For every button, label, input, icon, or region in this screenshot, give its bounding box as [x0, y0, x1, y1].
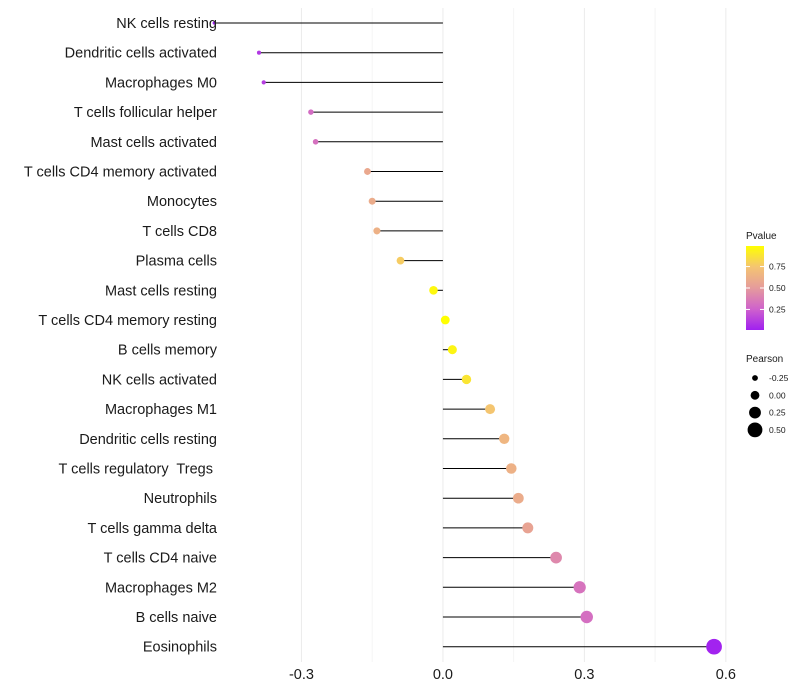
data-point — [368, 197, 376, 205]
data-point — [513, 492, 524, 504]
data-point — [550, 551, 562, 564]
data-point — [447, 345, 457, 355]
data-point — [308, 109, 314, 115]
pvalue-legend-title: Pvalue — [746, 231, 777, 242]
pvalue-legend-ticks: 0.75 0.50 0.25 — [746, 262, 786, 314]
x-tick-label: 0.6 — [716, 667, 736, 683]
y-axis-label: NK cells resting — [116, 16, 217, 32]
y-axis-label: Monocytes — [147, 194, 217, 210]
y-axis-label: T cells gamma delta — [88, 521, 218, 537]
y-axis-label: Plasma cells — [136, 254, 217, 270]
colorbar-tick-label: 0.75 — [769, 262, 786, 272]
y-axis-label: B cells naive — [136, 610, 217, 626]
y-axis-label: B cells memory — [118, 343, 218, 359]
data-point — [440, 315, 450, 325]
data-point — [522, 522, 534, 534]
data-point — [580, 610, 593, 624]
y-axis-label: T cells CD4 memory resting — [38, 313, 217, 329]
x-axis-ticks: -0.3 0.0 0.3 0.6 — [289, 667, 736, 683]
data-point — [396, 256, 405, 265]
pearson-legend-title: Pearson — [746, 354, 783, 365]
data-point — [312, 139, 319, 145]
size-legend-key — [750, 390, 760, 400]
y-axis-label: Eosinophils — [143, 640, 217, 656]
y-axis-label: T cells CD4 memory activated — [24, 165, 217, 181]
y-axis-label: Dendritic cells resting — [79, 432, 217, 448]
data-point — [485, 404, 496, 415]
pearson-legend: Pearson -0.25 0.00 0.25 0.50 — [746, 354, 789, 438]
x-tick-label: 0.3 — [574, 667, 594, 683]
data-point — [461, 374, 472, 385]
data-point — [261, 80, 266, 85]
x-tick-label: 0.0 — [433, 667, 453, 683]
data-point — [256, 50, 262, 55]
y-axis-label: T cells CD4 naive — [104, 551, 217, 567]
y-axis-label: Neutrophils — [144, 491, 217, 507]
lollipop-stems — [214, 22, 715, 648]
y-axis-label: NK cells activated — [102, 372, 217, 388]
data-point — [499, 433, 510, 444]
size-legend-label: -0.25 — [769, 373, 789, 383]
y-axis-label: T cells CD8 — [142, 224, 217, 240]
grid-lines — [300, 8, 727, 662]
data-point — [506, 463, 517, 474]
y-axis-label: Macrophages M0 — [105, 75, 217, 91]
size-legend-label: 0.50 — [769, 425, 786, 435]
data-point — [373, 227, 381, 235]
y-axis-label: Mast cells activated — [90, 135, 217, 151]
data-point — [706, 638, 722, 655]
colorbar-tick-label: 0.50 — [769, 283, 786, 293]
pearson-legend-entries: -0.25 0.00 0.25 0.50 — [747, 373, 789, 438]
y-axis-label: Dendritic cells activated — [65, 46, 217, 62]
pvalue-legend: Pvalue 0.75 0.50 0.25 — [746, 231, 786, 330]
lollipop-points — [212, 21, 722, 655]
y-axis-label: Macrophages M2 — [105, 580, 217, 596]
x-tick-label: -0.3 — [289, 667, 314, 683]
data-point — [212, 21, 216, 25]
y-axis-label: T cells follicular helper — [74, 105, 217, 121]
pvalue-colorbar — [746, 246, 764, 330]
colorbar-tick-label: 0.25 — [769, 304, 786, 314]
y-axis-labels: NK cells resting Dendritic cells activate… — [24, 16, 218, 656]
size-legend-key — [749, 406, 761, 419]
data-point — [573, 581, 586, 594]
data-point — [364, 168, 371, 175]
size-legend-key — [752, 375, 758, 381]
y-axis-label: Macrophages M1 — [105, 402, 217, 418]
y-axis-label: T cells regulatory Tregs — [59, 462, 218, 478]
size-legend-label: 0.00 — [769, 390, 786, 400]
size-legend-label: 0.25 — [769, 408, 786, 418]
y-axis-label: Mast cells resting — [105, 283, 217, 299]
size-legend-key — [747, 422, 763, 438]
data-point — [429, 286, 438, 295]
